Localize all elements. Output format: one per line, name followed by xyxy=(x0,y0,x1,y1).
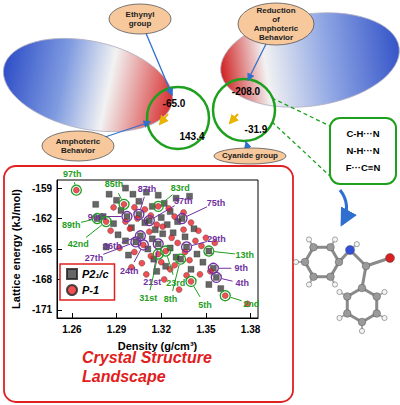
svg-text:Amphoteric: Amphoteric xyxy=(56,137,101,146)
svg-text:27th: 27th xyxy=(85,253,104,263)
svg-text:37th: 37th xyxy=(174,196,193,206)
svg-text:1.26: 1.26 xyxy=(62,324,82,335)
svg-text:89th: 89th xyxy=(62,220,81,230)
svg-text:31st: 31st xyxy=(139,293,157,303)
svg-text:-168: -168 xyxy=(32,274,52,285)
svg-text:1.32: 1.32 xyxy=(151,324,171,335)
svg-text:1.29: 1.29 xyxy=(107,324,127,335)
svg-text:9th: 9th xyxy=(235,263,249,273)
svg-text:1.35: 1.35 xyxy=(196,324,216,335)
svg-text:23rd: 23rd xyxy=(166,278,186,288)
svg-text:group: group xyxy=(129,19,152,28)
svg-text:-65.0: -65.0 xyxy=(163,98,186,109)
svg-text:-31.9: -31.9 xyxy=(245,124,268,135)
svg-text:90th: 90th xyxy=(87,211,107,222)
svg-text:24th: 24th xyxy=(120,266,139,276)
svg-text:P2₁/c: P2₁/c xyxy=(82,268,109,280)
svg-text:8th: 8th xyxy=(164,294,178,304)
svg-text:-208.0: -208.0 xyxy=(232,86,261,97)
svg-text:75th: 75th xyxy=(207,198,226,208)
svg-text:Behavior: Behavior xyxy=(61,146,95,155)
svg-text:36th: 36th xyxy=(103,241,122,251)
svg-text:2nd: 2nd xyxy=(243,299,259,309)
svg-text:Amphoteric: Amphoteric xyxy=(254,24,299,33)
svg-text:143.4: 143.4 xyxy=(179,131,204,142)
svg-text:83rd: 83rd xyxy=(171,183,190,193)
svg-text:C-H···N: C-H···N xyxy=(346,128,379,139)
svg-text:-165: -165 xyxy=(32,244,52,255)
svg-text:P-1: P-1 xyxy=(82,284,99,296)
svg-text:29th: 29th xyxy=(207,234,226,244)
svg-text:-159: -159 xyxy=(32,183,52,194)
svg-text:5th: 5th xyxy=(198,300,212,310)
svg-text:-162: -162 xyxy=(32,213,52,224)
svg-text:-171: -171 xyxy=(32,304,52,315)
svg-text:Crystal Structure: Crystal Structure xyxy=(82,349,212,366)
svg-text:13th: 13th xyxy=(236,250,255,260)
svg-text:Cyanide group: Cyanide group xyxy=(222,151,278,160)
svg-text:87th: 87th xyxy=(138,184,157,194)
svg-text:Reduction: Reduction xyxy=(256,6,295,15)
svg-text:Landscape: Landscape xyxy=(82,368,166,385)
svg-text:42nd: 42nd xyxy=(68,239,89,249)
svg-text:of: of xyxy=(272,15,280,24)
svg-text:Density (g/cm³): Density (g/cm³) xyxy=(118,340,198,352)
svg-text:85th: 85th xyxy=(105,179,124,189)
svg-text:N-H···N: N-H···N xyxy=(346,145,379,156)
svg-text:4th: 4th xyxy=(236,278,250,288)
svg-text:1.38: 1.38 xyxy=(241,324,261,335)
svg-text:21st: 21st xyxy=(143,276,162,287)
svg-text:F···C≡N: F···C≡N xyxy=(346,162,381,173)
svg-text:Behavior: Behavior xyxy=(259,33,293,42)
svg-text:Lattice energy (kJ/mol): Lattice energy (kJ/mol) xyxy=(10,189,22,309)
svg-text:Ethynyl: Ethynyl xyxy=(126,10,155,19)
svg-text:97th: 97th xyxy=(63,169,82,179)
